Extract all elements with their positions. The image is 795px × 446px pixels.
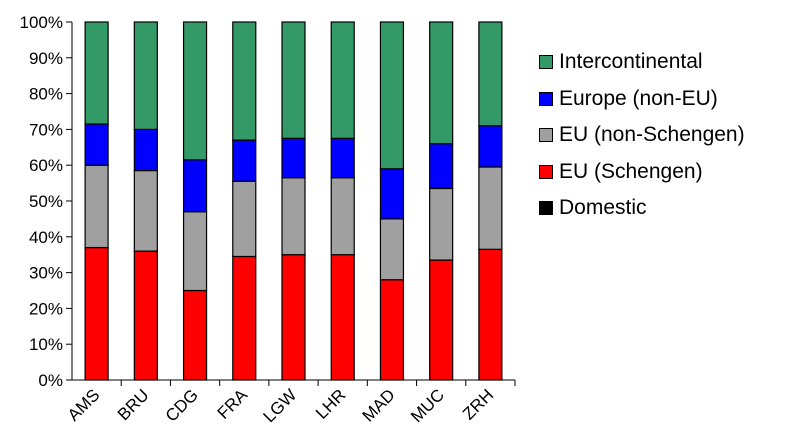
y-tick-label: 50% [29, 192, 63, 211]
bar-mad-europe-non-eu [379, 168, 405, 220]
y-tick-label: 90% [29, 49, 63, 68]
y-tick-label: 30% [29, 264, 63, 283]
y-tick-label: 70% [29, 120, 63, 139]
x-tick-label: BRU [114, 385, 153, 424]
bar-bru-europe-non-eu [133, 128, 158, 172]
bar-bru-eu-non-schengen [133, 169, 158, 252]
bar-ams-europe-non-eu [84, 123, 109, 166]
bar-muc-eu-non-schengen [429, 187, 454, 261]
bar-cdg-eu-non-schengen [182, 211, 208, 292]
bar-mad-intercontinental [379, 21, 405, 170]
bar-mad-eu-non-schengen [379, 218, 405, 281]
bar-zrh-eu-schengen [478, 248, 503, 381]
x-tick-label: AMS [64, 385, 103, 424]
legend-item-europe-non-eu: Europe (non-EU) [539, 81, 745, 118]
legend-label: Domestic [559, 196, 647, 220]
legend-swatch-eu-non-schengen [539, 128, 553, 143]
bar-ams-eu-schengen [84, 246, 109, 381]
y-tick-label: 10% [29, 335, 63, 354]
legend-item-domestic: Domestic [539, 190, 745, 227]
bar-lgw-eu-non-schengen [281, 177, 306, 256]
legend-label: EU (Schengen) [559, 159, 703, 183]
bar-cdg-eu-schengen [182, 289, 208, 381]
x-tick-label: MUC [407, 385, 448, 426]
bar-bru-eu-schengen [133, 250, 158, 381]
x-tick-label: ZRH [459, 385, 497, 423]
bar-zrh-intercontinental [478, 21, 503, 127]
legend-item-eu-schengen: EU (Schengen) [539, 154, 745, 191]
legend-swatch-domestic [539, 201, 553, 216]
bar-lgw-europe-non-eu [281, 137, 306, 179]
y-tick-label: 100% [20, 13, 63, 32]
bar-fra-eu-non-schengen [232, 180, 257, 258]
y-tick-label: 0% [38, 371, 63, 390]
bar-lhr-eu-non-schengen [330, 177, 355, 256]
legend-label: EU (non-Schengen) [559, 123, 745, 147]
bar-cdg-europe-non-eu [182, 159, 208, 213]
y-tick-label: 40% [29, 228, 63, 247]
bar-bru-intercontinental [133, 21, 158, 131]
legend-label: Intercontinental [559, 50, 703, 74]
x-tick-label: LHR [312, 385, 349, 422]
legend-swatch-eu-schengen [539, 164, 553, 179]
bar-ams-eu-non-schengen [84, 164, 109, 249]
bar-zrh-europe-non-eu [478, 125, 503, 168]
bar-ams-intercontinental [84, 21, 109, 125]
legend-swatch-europe-non-eu [539, 91, 553, 106]
legend: Intercontinental Europe (non-EU) EU (non… [539, 44, 745, 227]
bar-lhr-intercontinental [330, 21, 355, 139]
legend-swatch-intercontinental [539, 55, 553, 70]
x-tick-label: FRA [214, 385, 252, 423]
x-tick-label: CDG [162, 385, 202, 425]
y-tick-label: 60% [29, 156, 63, 175]
bar-fra-intercontinental [232, 21, 257, 141]
bar-zrh-eu-non-schengen [478, 166, 503, 250]
bar-cdg-intercontinental [182, 21, 208, 161]
bar-muc-intercontinental [429, 21, 454, 145]
bar-fra-europe-non-eu [232, 139, 257, 182]
legend-item-intercontinental: Intercontinental [539, 44, 745, 81]
x-tick-label: MAD [359, 385, 399, 425]
bar-muc-eu-schengen [429, 259, 454, 381]
x-tick-label: LGW [260, 385, 301, 426]
bar-mad-eu-schengen [379, 279, 405, 381]
y-tick-label: 20% [29, 299, 63, 318]
bar-lhr-eu-schengen [330, 254, 355, 381]
bar-fra-eu-schengen [232, 255, 257, 381]
bar-muc-europe-non-eu [429, 143, 454, 190]
legend-label: Europe (non-EU) [559, 86, 718, 110]
legend-item-eu-non-schengen: EU (non-Schengen) [539, 117, 745, 154]
bar-lhr-europe-non-eu [330, 137, 355, 179]
bar-lgw-intercontinental [281, 21, 306, 139]
bar-lgw-eu-schengen [281, 254, 306, 381]
y-tick-label: 80% [29, 85, 63, 104]
